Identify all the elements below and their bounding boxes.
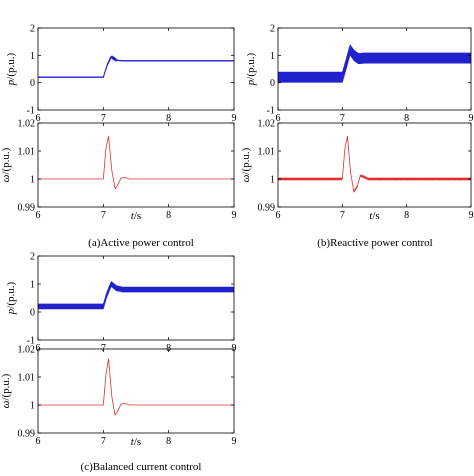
panel-caption: (b)Reactive power control — [317, 237, 432, 249]
plot-frame — [37, 348, 235, 434]
y-axis-label-unit: /(p.u.) — [0, 147, 12, 174]
y-tick-label: -1 — [27, 336, 35, 347]
x-tick-label: 9 — [469, 113, 474, 124]
chart-panel-b-power: 6 7 8 9 -1 0 1 2 p/(p.u.) — [245, 24, 474, 125]
y-tick-label: 1 — [30, 280, 35, 291]
x-axis-label-var: t — [131, 436, 135, 448]
y-axis-label-unit: /(p.u.) — [5, 281, 17, 308]
x-tick-label: 8 — [166, 343, 171, 354]
y-tick-label: 1.01 — [18, 373, 36, 384]
y-axis-label-var: p — [245, 79, 257, 86]
x-tick-label: 8 — [404, 210, 409, 221]
plot-frame — [37, 255, 235, 341]
y-axis-label: p/(p.u.) — [5, 281, 17, 315]
panel-caption: (a)Active power control — [88, 237, 194, 249]
x-tick-label: 6 — [36, 113, 41, 124]
y-axis-label: ω/(p.u.) — [240, 147, 252, 182]
plot-frame — [277, 27, 472, 111]
y-axis-label-var: p — [5, 308, 17, 315]
y-tick-label: 2 — [30, 24, 35, 35]
y-tick-label: 1.02 — [18, 119, 36, 130]
chart-panel-b-omega: 6 7 8 9 0.99 1 1.01 1.02 ω/(p.u.) t/s — [240, 119, 474, 223]
x-tick-label: 9 — [232, 113, 237, 124]
x-tick-label: 8 — [166, 436, 171, 447]
y-tick-label: 1 — [30, 401, 35, 412]
y-tick-label: 1.02 — [258, 119, 276, 130]
plot-frame — [37, 27, 235, 111]
x-tick-label: 7 — [101, 113, 106, 124]
y-axis-label-var: p — [5, 79, 17, 86]
x-tick-label: 8 — [166, 210, 171, 221]
x-tick-label: 9 — [232, 436, 237, 447]
y-tick-label: 2 — [30, 252, 35, 263]
y-axis-label: ω/(p.u.) — [0, 147, 12, 182]
y-tick-label: -1 — [267, 106, 275, 117]
x-tick-label: 7 — [340, 210, 345, 221]
x-tick-label: 7 — [340, 113, 345, 124]
series-line — [38, 136, 234, 190]
series-line — [38, 358, 234, 416]
series-line — [38, 54, 234, 78]
x-tick-label: 6 — [36, 436, 41, 447]
y-axis-label: p/(p.u.) — [245, 52, 257, 86]
y-tick-label: 0 — [30, 78, 35, 89]
series-line — [278, 44, 471, 83]
y-tick-label: 0.99 — [258, 203, 276, 214]
y-tick-label: 0.99 — [18, 203, 36, 214]
x-axis-label-unit: /s — [134, 210, 141, 222]
x-axis-label-unit: /s — [134, 436, 141, 448]
series-line — [38, 281, 234, 310]
y-axis-label-unit: /(p.u.) — [245, 52, 257, 79]
plot-frame — [277, 122, 472, 208]
plot-frame — [37, 122, 235, 208]
y-tick-label: 2 — [270, 24, 275, 35]
y-axis-label-unit: /(p.u.) — [0, 373, 12, 400]
x-tick-label: 9 — [469, 210, 474, 221]
x-tick-label: 7 — [101, 436, 106, 447]
y-tick-label: 1.02 — [18, 345, 36, 356]
y-axis-label-var: ω — [0, 400, 12, 408]
y-tick-label: 1.01 — [258, 147, 276, 158]
y-tick-label: 1 — [30, 175, 35, 186]
x-tick-label: 6 — [276, 210, 281, 221]
y-tick-label: 1 — [270, 51, 275, 62]
y-tick-label: 1 — [270, 175, 275, 186]
series-line — [278, 135, 471, 193]
chart-panel-c-omega: 6 7 8 9 0.99 1 1.01 1.02 ω/(p.u.) t/s — [0, 345, 237, 449]
x-axis-label: t/s — [131, 210, 141, 222]
x-axis-label-unit: /s — [372, 210, 379, 222]
y-axis-label-var: ω — [0, 174, 12, 182]
y-axis-label-unit: /(p.u.) — [240, 147, 252, 174]
y-tick-label: 0 — [270, 78, 275, 89]
x-tick-label: 8 — [166, 113, 171, 124]
y-axis-label-var: ω — [240, 174, 252, 182]
y-tick-label: 0.99 — [18, 429, 36, 440]
chart-panel-a-omega: 6 7 8 9 0.99 1 1.01 1.02 ω/(p.u.) t/s — [0, 119, 237, 223]
y-tick-label: 1.01 — [18, 147, 36, 158]
x-tick-label: 9 — [232, 210, 237, 221]
chart-panel-a-power: 6 7 8 9 -1 0 1 2 p/(p.u.) — [5, 24, 237, 125]
x-tick-label: 8 — [404, 113, 409, 124]
y-axis-label: ω/(p.u.) — [0, 373, 12, 408]
y-axis-label: p/(p.u.) — [5, 52, 17, 86]
x-axis-label-var: t — [131, 210, 135, 222]
x-tick-label: 6 — [36, 210, 41, 221]
x-tick-label: 7 — [101, 210, 106, 221]
x-tick-label: 7 — [101, 343, 106, 354]
x-axis-label: t/s — [369, 210, 379, 222]
x-axis-label: t/s — [131, 436, 141, 448]
x-axis-label-var: t — [369, 210, 373, 222]
x-tick-label: 9 — [232, 343, 237, 354]
y-tick-label: 1 — [30, 51, 35, 62]
x-tick-label: 6 — [276, 113, 281, 124]
y-tick-label: -1 — [27, 106, 35, 117]
y-axis-label-unit: /(p.u.) — [5, 52, 17, 79]
chart-panel-c-power: 6 7 8 9 -1 0 1 2 p/(p.u.) — [5, 252, 237, 355]
x-tick-label: 6 — [36, 343, 41, 354]
panel-caption: (c)Balanced current control — [81, 461, 202, 473]
y-tick-label: 0 — [30, 308, 35, 319]
